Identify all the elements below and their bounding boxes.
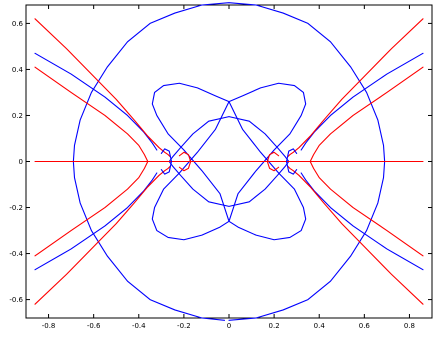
series-curve-1 bbox=[72, 2, 386, 321]
x-tick-label: 0.4 bbox=[314, 322, 326, 330]
series-curve-13 bbox=[287, 18, 424, 158]
x-tick-label: 0.2 bbox=[269, 322, 280, 330]
x-axis-ticks: -0.8 -0.6 -0.4 -0.2 0 0.2 0.4 0.6 0.8 bbox=[42, 5, 415, 330]
y-tick-label: 0 bbox=[19, 158, 23, 166]
series-curve-4 bbox=[34, 52, 158, 151]
y-tick-label: 0.4 bbox=[12, 66, 24, 74]
series-curve-14 bbox=[287, 165, 424, 305]
series-curve-2 bbox=[168, 116, 290, 207]
series-curve-5 bbox=[34, 172, 158, 271]
series-curve-17 bbox=[178, 151, 192, 172]
y-tick-label: -0.4 bbox=[9, 250, 23, 258]
series-curve-6 bbox=[300, 52, 424, 151]
x-tick-label: -0.6 bbox=[87, 322, 101, 330]
x-tick-label: 0.8 bbox=[404, 322, 415, 330]
x-tick-label: -0.4 bbox=[132, 322, 146, 330]
series-curve-10 bbox=[309, 66, 424, 257]
y-tick-label: -0.2 bbox=[9, 204, 23, 212]
x-tick-label: 0.6 bbox=[359, 322, 371, 330]
series-curve-18 bbox=[266, 151, 280, 172]
series-curve-9 bbox=[34, 66, 149, 257]
series-curve-15 bbox=[160, 148, 173, 175]
y-tick-label: 0.2 bbox=[12, 112, 23, 120]
series-curve-16 bbox=[285, 148, 298, 175]
curves-group bbox=[34, 2, 424, 321]
series-curve-3 bbox=[151, 82, 307, 241]
x-tick-label: 0 bbox=[227, 322, 231, 330]
x-tick-label: -0.2 bbox=[177, 322, 191, 330]
y-tick-label: -0.6 bbox=[9, 296, 23, 304]
y-axis-ticks: -0.6 -0.4 -0.2 0 0.2 0.4 0.6 bbox=[9, 20, 432, 304]
x-tick-label: -0.8 bbox=[42, 322, 56, 330]
series-curve-12 bbox=[34, 165, 171, 305]
series-curve-11 bbox=[34, 18, 171, 158]
y-tick-label: 0.6 bbox=[12, 20, 24, 28]
series-curve-7 bbox=[300, 172, 424, 271]
